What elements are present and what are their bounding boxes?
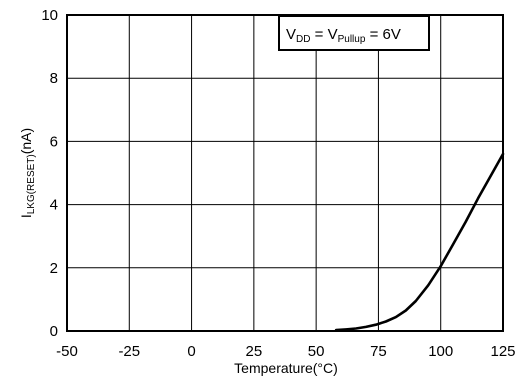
x-tick-label: 100 bbox=[428, 343, 453, 360]
y-tick-label: 6 bbox=[50, 133, 58, 150]
annotation-eq: = bbox=[310, 26, 327, 43]
annotation-v2-sub: Pullup bbox=[338, 34, 366, 45]
x-tick-label: 0 bbox=[187, 343, 195, 360]
x-axis-title: Temperature(°C) bbox=[234, 360, 338, 376]
annotation-v1-sub: DD bbox=[296, 34, 310, 45]
y-tick-label: 2 bbox=[50, 260, 58, 277]
annotation-text: VDD = VPullup = 6V bbox=[286, 26, 401, 45]
annotation-box: VDD = VPullup = 6V bbox=[278, 15, 430, 51]
y-tick-label: 8 bbox=[50, 70, 58, 87]
y-axis-title-main: I bbox=[18, 214, 34, 218]
x-tick-label: -50 bbox=[56, 343, 78, 360]
grid bbox=[66, 14, 504, 332]
y-axis-title: ILKG(RESET)(nA) bbox=[18, 128, 37, 218]
series-line bbox=[334, 152, 505, 332]
x-tick-label: 125 bbox=[490, 343, 515, 360]
x-tick-label: 50 bbox=[308, 343, 325, 360]
x-tick-labels: -50 -25 0 25 50 75 100 125 bbox=[56, 343, 515, 360]
y-axis-title-unit: (nA) bbox=[18, 128, 34, 154]
annotation-v2: V bbox=[328, 26, 338, 43]
y-tick-label: 0 bbox=[50, 323, 58, 340]
y-tick-label: 10 bbox=[41, 7, 58, 24]
x-tick-label: -25 bbox=[118, 343, 140, 360]
annotation-v1: V bbox=[286, 26, 296, 43]
plot-frame bbox=[66, 14, 504, 332]
y-tick-label: 4 bbox=[50, 197, 58, 214]
annotation-value: = 6V bbox=[365, 26, 400, 43]
x-tick-label: 25 bbox=[246, 343, 263, 360]
y-tick-labels: 0 2 4 6 8 10 bbox=[41, 7, 58, 340]
x-tick-label: 75 bbox=[370, 343, 387, 360]
y-axis-title-sub: LKG(RESET) bbox=[26, 154, 37, 214]
